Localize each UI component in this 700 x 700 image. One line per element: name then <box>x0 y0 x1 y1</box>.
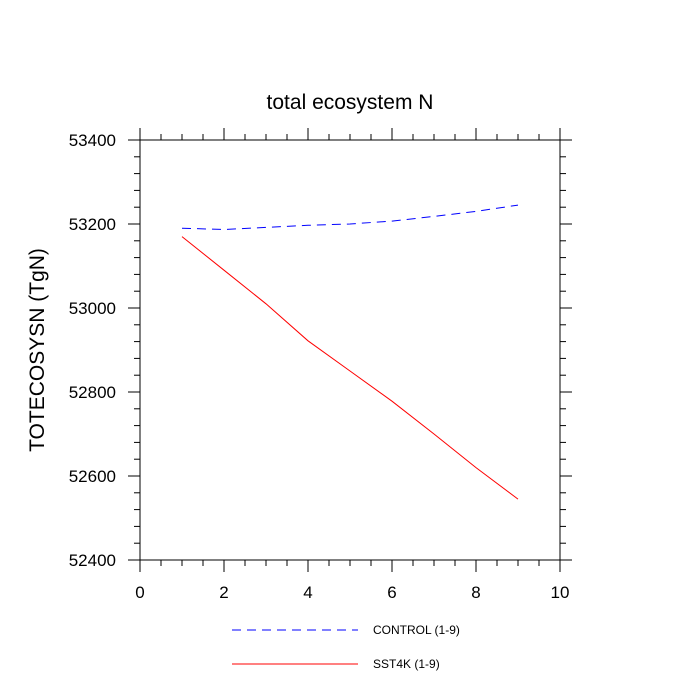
legend: CONTROL (1-9) SST4K (1-9) <box>232 623 460 671</box>
series-line-0 <box>181 204 519 231</box>
y-tick-labels: 52400 52600 52800 53000 53200 53400 <box>69 131 116 570</box>
y-tick-label-4: 53200 <box>69 215 116 234</box>
y-tick-label-1: 52600 <box>69 467 116 486</box>
series-lines <box>181 204 519 500</box>
y-tick-label-0: 52400 <box>69 551 116 570</box>
y-tick-label-5: 53400 <box>69 131 116 150</box>
x-tick-label-0: 0 <box>135 583 144 602</box>
y-axis-label: TOTECOSYSN (TgN) <box>26 248 49 452</box>
legend-label-0: CONTROL (1-9) <box>373 623 460 637</box>
axis-ticks <box>128 128 572 572</box>
x-tick-label-4: 8 <box>471 583 480 602</box>
x-tick-label-2: 4 <box>303 583 312 602</box>
x-tick-label-1: 2 <box>219 583 228 602</box>
legend-label-1: SST4K (1-9) <box>373 657 440 671</box>
y-tick-label-3: 53000 <box>69 299 116 318</box>
x-tick-label-5: 10 <box>551 583 570 602</box>
y-tick-label-2: 52800 <box>69 383 116 402</box>
x-tick-label-3: 6 <box>387 583 396 602</box>
series-line-1 <box>181 236 519 500</box>
plot-frame <box>139 139 561 561</box>
chart-title: total ecosystem N <box>267 91 434 114</box>
x-tick-labels: 0 2 4 6 8 10 <box>135 583 569 602</box>
